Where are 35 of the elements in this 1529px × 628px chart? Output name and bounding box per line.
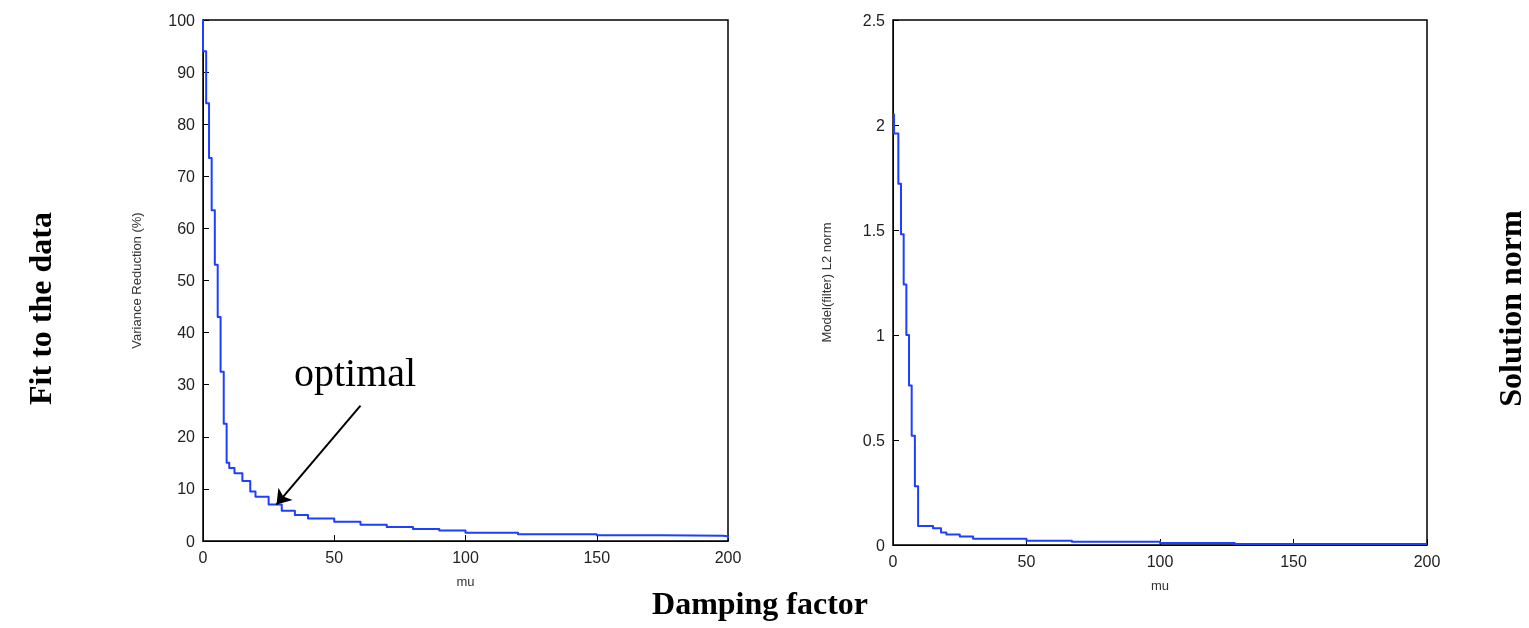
y-tick-label: 40 bbox=[177, 324, 196, 342]
x-tick-label: 200 bbox=[714, 548, 742, 566]
y-tick-label: 0 bbox=[876, 536, 886, 554]
y-axis-title: Variance Reduction (%) bbox=[129, 212, 144, 349]
x-tick-label: 100 bbox=[1146, 552, 1174, 570]
x-tick-label: 150 bbox=[1280, 552, 1307, 570]
y-tick-label: 80 bbox=[177, 115, 196, 133]
y-tick-label: 30 bbox=[177, 376, 196, 394]
y-tick-label: 10 bbox=[177, 480, 196, 498]
y-tick-label: 1.5 bbox=[862, 221, 886, 239]
y-tick-label: 2 bbox=[876, 116, 886, 134]
y-tick-label: 60 bbox=[177, 219, 196, 237]
x-tick-label: 50 bbox=[1017, 552, 1036, 570]
x-tick-label: 100 bbox=[452, 548, 479, 566]
y-tick-label: 90 bbox=[177, 63, 196, 81]
y-axis-title: Model(filter) L2 norm bbox=[819, 222, 834, 343]
x-tick-label: 200 bbox=[1413, 552, 1441, 570]
x-tick-label: 150 bbox=[583, 548, 611, 566]
text: Solution norm bbox=[1491, 209, 1529, 409]
y-tick-label: 70 bbox=[177, 167, 196, 185]
y-tick-label: 0 bbox=[186, 532, 196, 550]
annotation: optimal bbox=[293, 349, 417, 395]
text: Damping factor bbox=[651, 585, 869, 622]
x-axis-title: mu bbox=[1150, 578, 1170, 593]
text: Fit to the data bbox=[21, 211, 59, 407]
x-tick-label: 0 bbox=[198, 548, 208, 566]
y-tick-label: 20 bbox=[177, 428, 196, 446]
y-tick-label: 2.5 bbox=[862, 11, 886, 29]
x-axis-title: mu bbox=[456, 574, 475, 589]
x-tick-label: 0 bbox=[888, 552, 898, 570]
y-tick-label: 0.5 bbox=[862, 431, 886, 449]
y-tick-label: 50 bbox=[177, 272, 196, 289]
y-tick-label: 1 bbox=[876, 326, 886, 344]
x-tick-label: 50 bbox=[325, 548, 344, 566]
y-tick-label: 100 bbox=[168, 11, 196, 29]
